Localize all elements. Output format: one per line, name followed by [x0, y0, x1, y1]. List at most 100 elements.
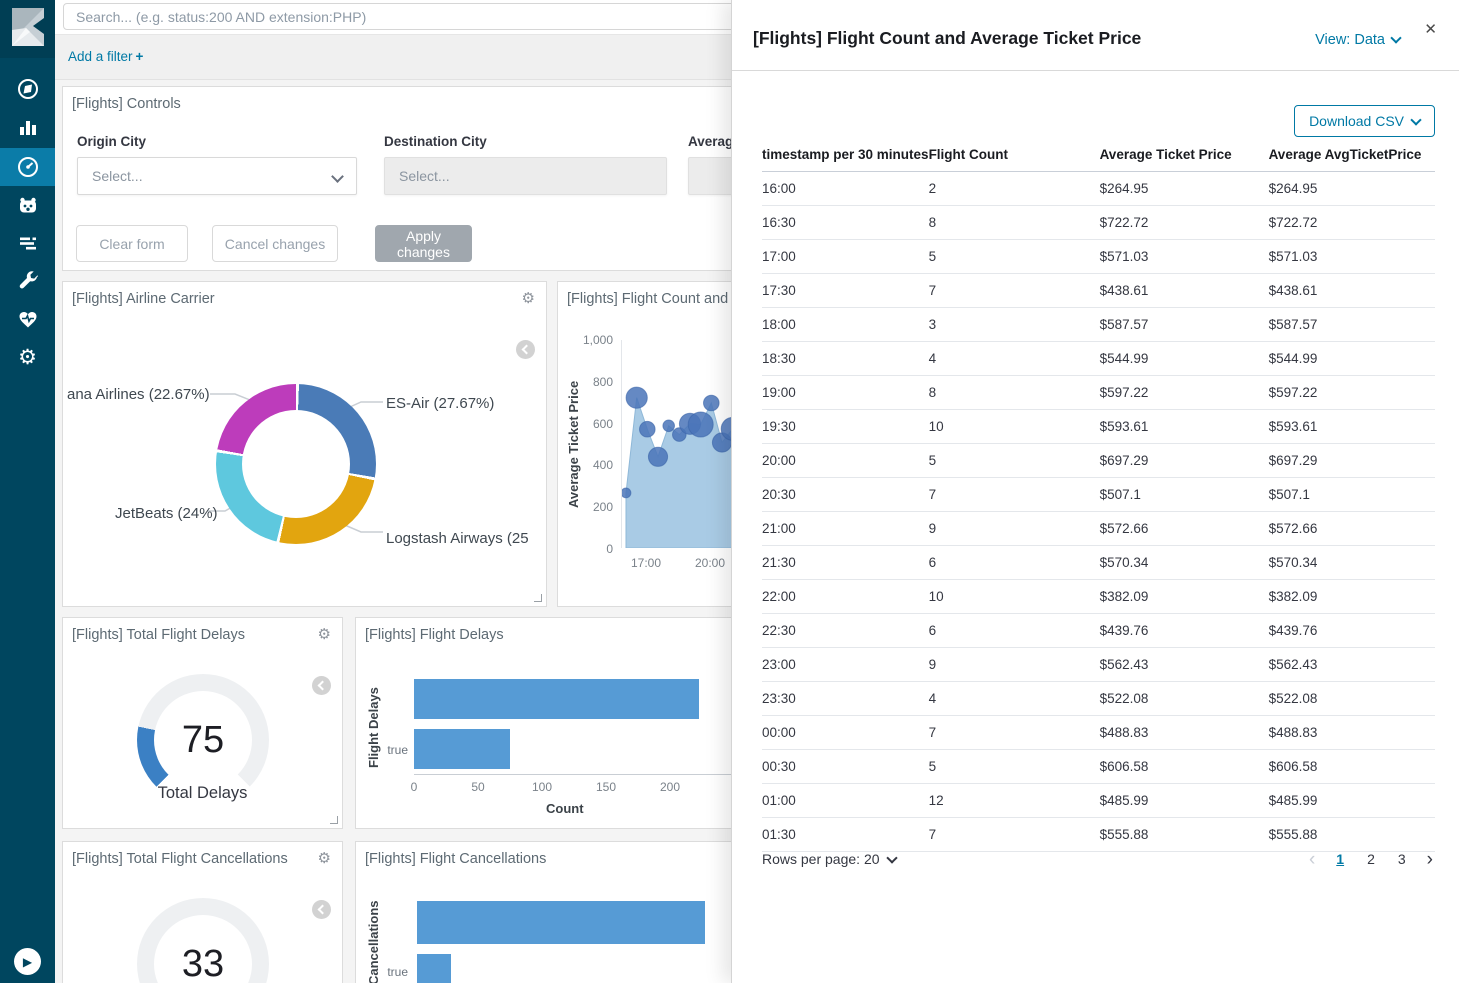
x-axis-tick: 150	[595, 780, 617, 794]
origin-city-select[interactable]: Select...	[77, 157, 357, 195]
table-row: 23:30 4 $522.08 $522.08	[762, 681, 1435, 716]
y-axis-tick: 600	[592, 416, 613, 431]
chevron-left-icon	[521, 344, 532, 355]
sidebar-item-management[interactable]: ⚙	[0, 338, 55, 376]
table-row: 21:00 9 $572.66 $572.66	[762, 511, 1435, 546]
column-header[interactable]: Flight Count	[928, 147, 1100, 172]
panel-controls: [Flights] Controls Origin City Select...…	[62, 86, 742, 271]
field-label: Averag	[688, 134, 734, 149]
table-row: 18:00 3 $587.57 $587.57	[762, 307, 1435, 342]
x-axis-tick: 0	[410, 780, 418, 794]
bar-delays-true[interactable]	[414, 729, 510, 769]
x-axis-tick: 20:00	[694, 556, 726, 570]
chevron-down-icon	[331, 169, 344, 183]
legend-toggle[interactable]	[516, 340, 535, 359]
sidebar-item-monitoring[interactable]	[0, 300, 55, 338]
download-csv-button[interactable]: Download CSV	[1294, 105, 1435, 137]
gear-icon[interactable]: ⚙	[317, 850, 331, 867]
airline-donut-chart[interactable]	[216, 384, 376, 544]
panel-title: [Flights] Flight Delays	[365, 627, 504, 643]
y-axis-title: Average Ticket Price	[566, 380, 581, 508]
table-row: 01:30 7 $555.88 $555.88	[762, 817, 1435, 852]
table-row: 19:00 8 $597.22 $597.22	[762, 375, 1435, 410]
panel-flight-delays: [Flights] Flight Delays Flight Delays tr…	[355, 617, 795, 829]
donut-label-jetbeats: JetBeats (24%)	[115, 505, 218, 522]
kibana-logo[interactable]	[0, 0, 55, 58]
legend-toggle[interactable]	[312, 900, 331, 919]
column-header[interactable]: Average Ticket Price	[1099, 147, 1269, 172]
kibana-logo-icon	[11, 8, 44, 46]
control-origin-city: Origin City Select...	[77, 134, 357, 195]
sidebar-item-discover[interactable]	[0, 70, 55, 108]
management-gear-icon: ⚙	[18, 345, 37, 369]
sidebar-item-dev-tools[interactable]	[0, 262, 55, 300]
donut-label-logstash: Logstash Airways (25	[386, 530, 529, 547]
sidebar-item-apm[interactable]	[0, 224, 55, 262]
x-axis-tick: 50	[471, 780, 485, 794]
table-row: 16:00 2 $264.95 $264.95	[762, 171, 1435, 206]
nav-collapse-toggle[interactable]: ▶	[14, 948, 41, 975]
discover-icon	[17, 79, 38, 99]
view-data-dropdown[interactable]: View: Data	[1315, 32, 1402, 48]
bar-cancellations-false[interactable]	[417, 901, 706, 944]
table-row: 16:30 8 $722.72 $722.72	[762, 205, 1435, 240]
flyout-title: [Flights] Flight Count and Average Ticke…	[753, 28, 1142, 48]
column-header[interactable]: Average AvgTicketPrice	[1268, 147, 1435, 172]
page-numbers: 1 2 3	[1334, 851, 1407, 867]
apply-changes-button[interactable]: Apply changes	[375, 225, 472, 262]
column-header[interactable]: timestamp per 30 minutes	[762, 147, 929, 172]
close-icon[interactable]: ✕	[1424, 21, 1437, 38]
sidebar-item-visualize[interactable]	[0, 108, 55, 146]
sidebar-item-dashboard[interactable]	[0, 148, 55, 186]
rows-per-page-dropdown[interactable]: Rows per page: 20	[762, 851, 898, 867]
panel-flight-cancellations: [Flights] Flight Cancellations Flight Ca…	[355, 841, 795, 983]
machine-learning-icon	[19, 197, 36, 213]
category-label-true: true	[387, 965, 408, 979]
table-row: 00:30 5 $606.58 $606.58	[762, 749, 1435, 784]
table-row: 21:30 6 $570.34 $570.34	[762, 545, 1435, 580]
x-axis-label: Count	[546, 801, 584, 816]
table-row: 18:30 4 $544.99 $544.99	[762, 341, 1435, 376]
page-number-3[interactable]: 3	[1397, 851, 1406, 867]
delays-gauge-caption: Total Delays	[157, 784, 248, 802]
panel-resize-handle[interactable]	[330, 816, 338, 824]
donut-label-ana-airlines: ana Airlines (22.67%)	[67, 386, 210, 403]
panel-title: [Flights] Flight Count and	[567, 291, 729, 307]
page-number-2[interactable]: 2	[1367, 851, 1375, 867]
x-axis-tick: 17:00	[630, 556, 662, 570]
flyout-header: [Flights] Flight Count and Average Ticke…	[732, 0, 1459, 71]
cancellations-gauge-value: 33	[181, 942, 225, 983]
panel-title: [Flights] Flight Cancellations	[365, 851, 547, 867]
panel-total-flight-cancellations: [Flights] Total Flight Cancellations ⚙ 3…	[62, 841, 343, 983]
bar-delays-false[interactable]	[414, 679, 700, 719]
legend-toggle[interactable]	[312, 676, 331, 695]
x-axis-tick: 100	[531, 780, 553, 794]
table-row: 17:30 7 $438.61 $438.61	[762, 273, 1435, 308]
chevron-down-icon	[1410, 113, 1422, 126]
panel-resize-handle[interactable]	[534, 594, 542, 602]
gear-icon[interactable]: ⚙	[521, 290, 535, 307]
next-page-icon[interactable]: ›	[1426, 848, 1433, 870]
destination-city-select[interactable]: Select...	[384, 157, 667, 195]
dev-tools-wrench-icon	[19, 271, 38, 289]
y-axis-tick: 800	[592, 374, 613, 389]
panel-title: [Flights] Controls	[72, 96, 181, 112]
gear-icon[interactable]: ⚙	[317, 626, 331, 643]
sidebar-item-machine-learning[interactable]	[0, 186, 55, 224]
cancel-changes-button[interactable]: Cancel changes	[212, 225, 338, 262]
y-axis-title: Flight Delays	[366, 687, 381, 769]
bar-cancellations-true[interactable]	[417, 954, 451, 983]
page-number-1[interactable]: 1	[1336, 851, 1345, 867]
table-row: 17:00 5 $571.03 $571.03	[762, 239, 1435, 274]
field-label: Destination City	[384, 134, 487, 149]
chevron-down-icon	[1390, 32, 1402, 44]
prev-page-icon[interactable]: ‹	[1308, 848, 1316, 870]
table-row: 00:00 7 $488.83 $488.83	[762, 715, 1435, 750]
clear-form-button[interactable]: Clear form	[76, 225, 188, 262]
y-axis-tick: 0	[606, 542, 613, 556]
add-filter-link[interactable]: Add a filter +	[68, 49, 144, 64]
field-label: Origin City	[77, 134, 147, 149]
y-axis-tick: 400	[592, 458, 613, 473]
donut-label-es-air: ES-Air (27.67%)	[386, 395, 495, 412]
